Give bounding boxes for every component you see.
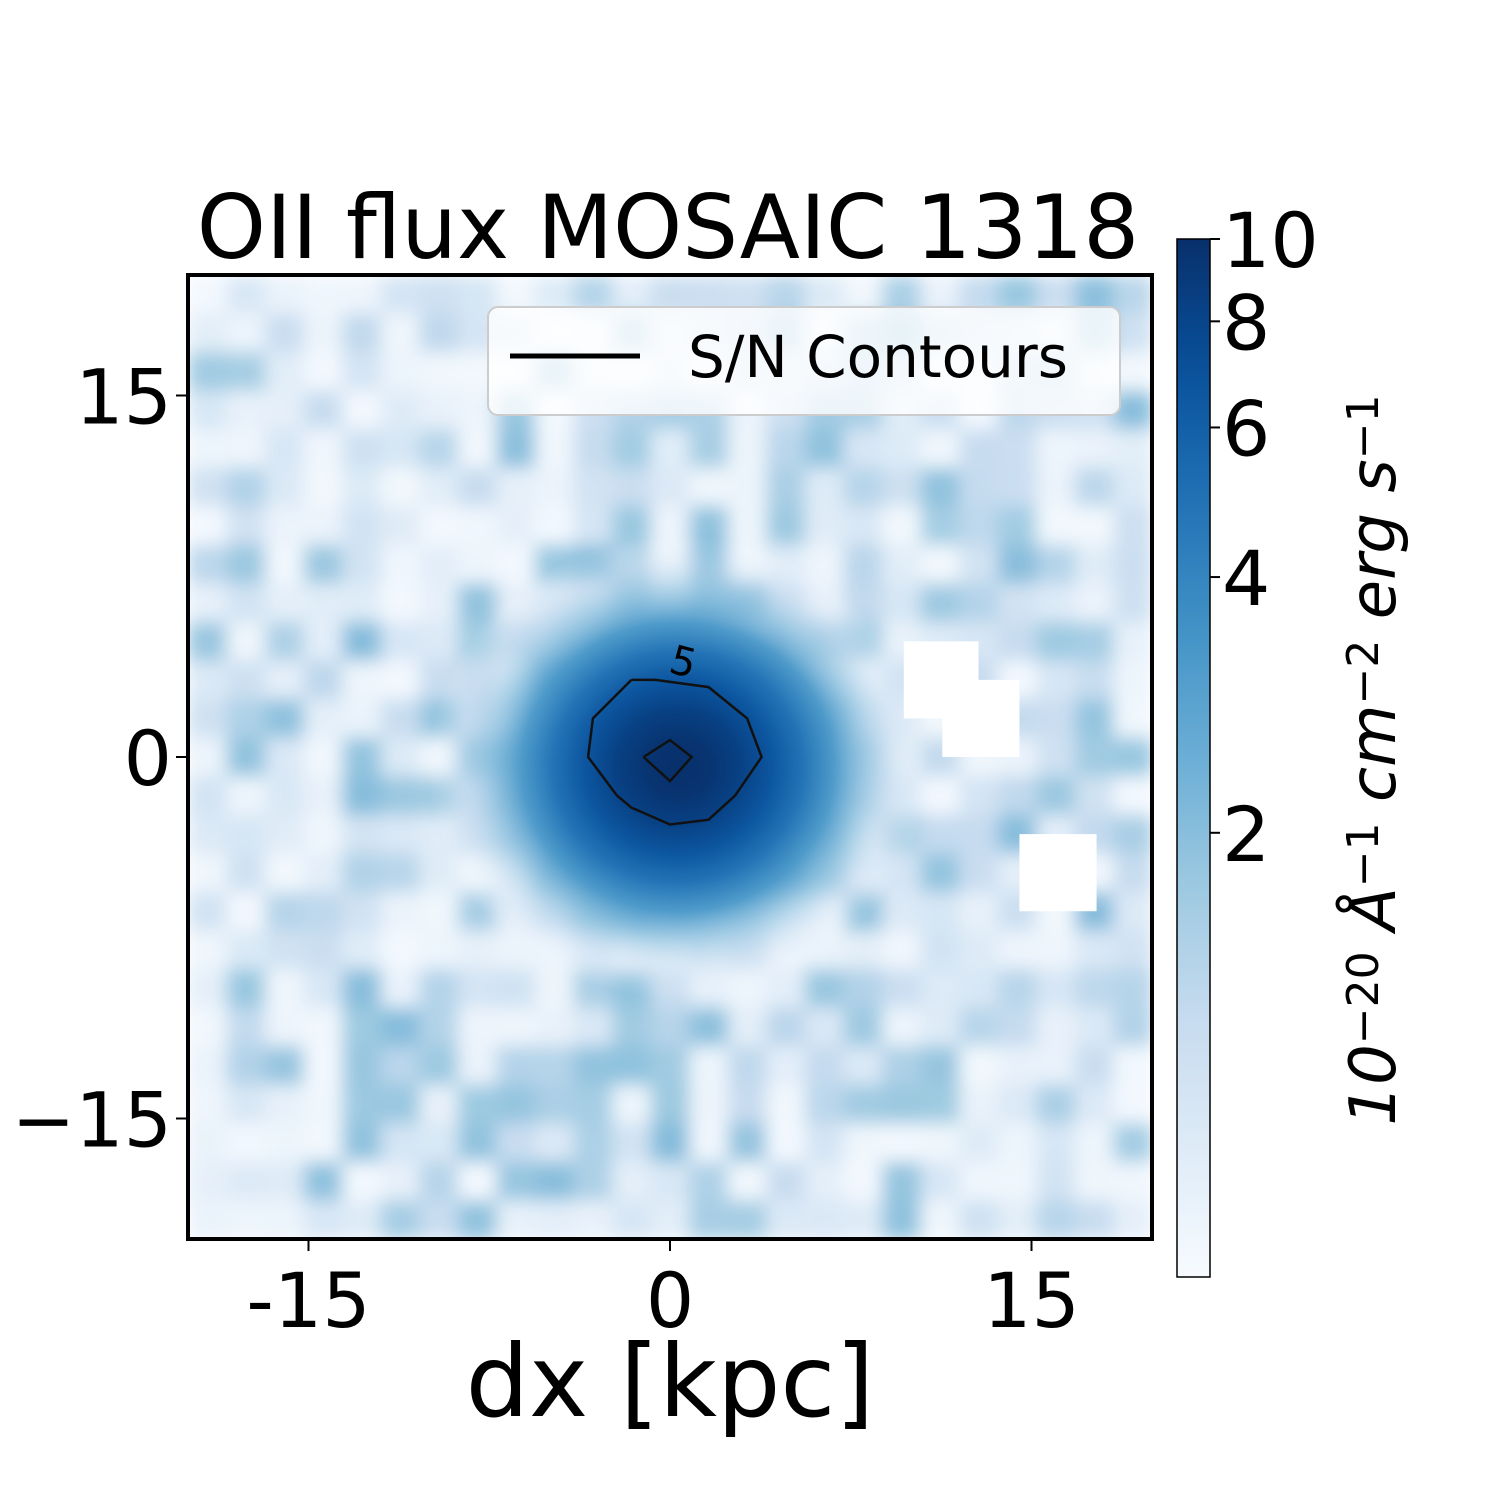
contour-line [642,738,694,783]
colorbar-tick-label: 4 [1222,534,1270,623]
x-tick-label: 0 [646,1256,694,1345]
x-axis-label: dx [kpc] [466,1323,875,1440]
colorbar-tick-label: 8 [1222,278,1270,367]
y-axis-ticks: 15 0 −15 [12,353,188,1165]
masked-regions [903,641,1097,912]
legend-label: S/N Contours [688,323,1068,391]
colorbar-ticks: 2 4 6 810 [1210,196,1319,879]
colorbar: 2 4 6 810 10−20 Å−1 cm−2 erg s−1 [1176,196,1411,1278]
chart-title: OII flux MOSAIC 1318 [197,176,1140,279]
masked-region [1019,834,1097,912]
x-tick-label: 15 [983,1256,1080,1345]
source-blob [365,477,991,1057]
y-tick-label: −15 [12,1076,172,1165]
source-emission [365,477,991,1057]
background-noise [188,275,1152,1239]
x-tick-label: -15 [246,1256,370,1345]
colorbar-label: 10−20 Å−1 cm−2 erg s−1 [1335,394,1411,1125]
colorbar-tick-label: 10 [1222,196,1319,285]
masked-region [942,679,1020,757]
x-axis-ticks: -15 0 15 [246,1239,1080,1345]
y-tick-label: 0 [124,714,172,803]
colorbar-gradient [1176,238,1211,1278]
colorbar-tick-label: 6 [1222,384,1270,473]
y-tick-label: 15 [75,353,172,442]
legend: S/N Contours [487,306,1121,416]
plot-area: 5 [188,275,1152,1239]
contour-line [586,678,763,826]
colorbar-tick-label: 2 [1222,790,1270,879]
legend-box [487,306,1121,416]
